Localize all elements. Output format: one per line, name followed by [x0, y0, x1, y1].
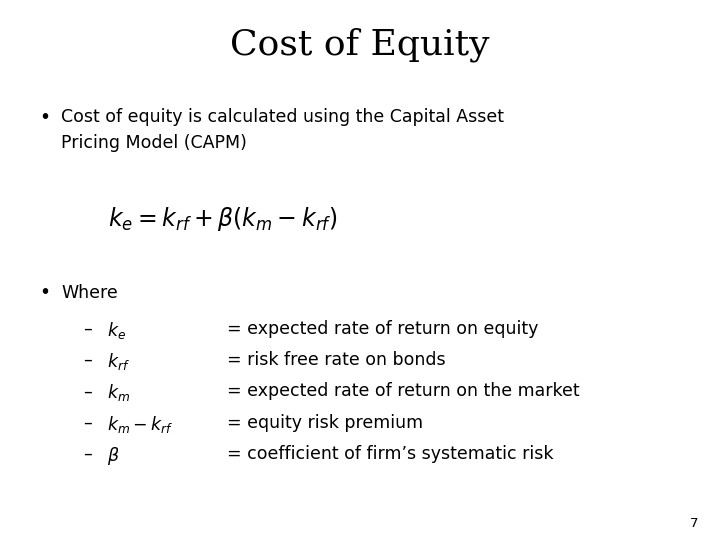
Text: –: – — [83, 445, 91, 463]
Text: •: • — [40, 108, 50, 127]
Text: –: – — [83, 382, 91, 400]
Text: = equity risk premium: = equity risk premium — [227, 414, 423, 431]
Text: Where: Where — [61, 284, 118, 301]
Text: = expected rate of return on equity: = expected rate of return on equity — [227, 320, 538, 338]
Text: $k_m - k_{rf}$: $k_m - k_{rf}$ — [107, 414, 173, 435]
Text: Cost of Equity: Cost of Equity — [230, 27, 490, 62]
Text: $k_m$: $k_m$ — [107, 382, 130, 403]
Text: $\beta$: $\beta$ — [107, 445, 119, 467]
Text: •: • — [40, 284, 50, 302]
Text: 7: 7 — [690, 517, 698, 530]
Text: –: – — [83, 320, 91, 338]
Text: $k_{rf}$: $k_{rf}$ — [107, 351, 130, 372]
Text: $k_e$: $k_e$ — [107, 320, 125, 341]
Text: $k_e = k_{rf} + \beta(k_m - k_{rf})$: $k_e = k_{rf} + \beta(k_m - k_{rf})$ — [108, 205, 338, 233]
Text: = risk free rate on bonds: = risk free rate on bonds — [227, 351, 446, 369]
Text: = expected rate of return on the market: = expected rate of return on the market — [227, 382, 580, 400]
Text: –: – — [83, 351, 91, 369]
Text: –: – — [83, 414, 91, 431]
Text: = coefficient of firm’s systematic risk: = coefficient of firm’s systematic risk — [227, 445, 553, 463]
Text: Cost of equity is calculated using the Capital Asset
Pricing Model (CAPM): Cost of equity is calculated using the C… — [61, 108, 504, 152]
